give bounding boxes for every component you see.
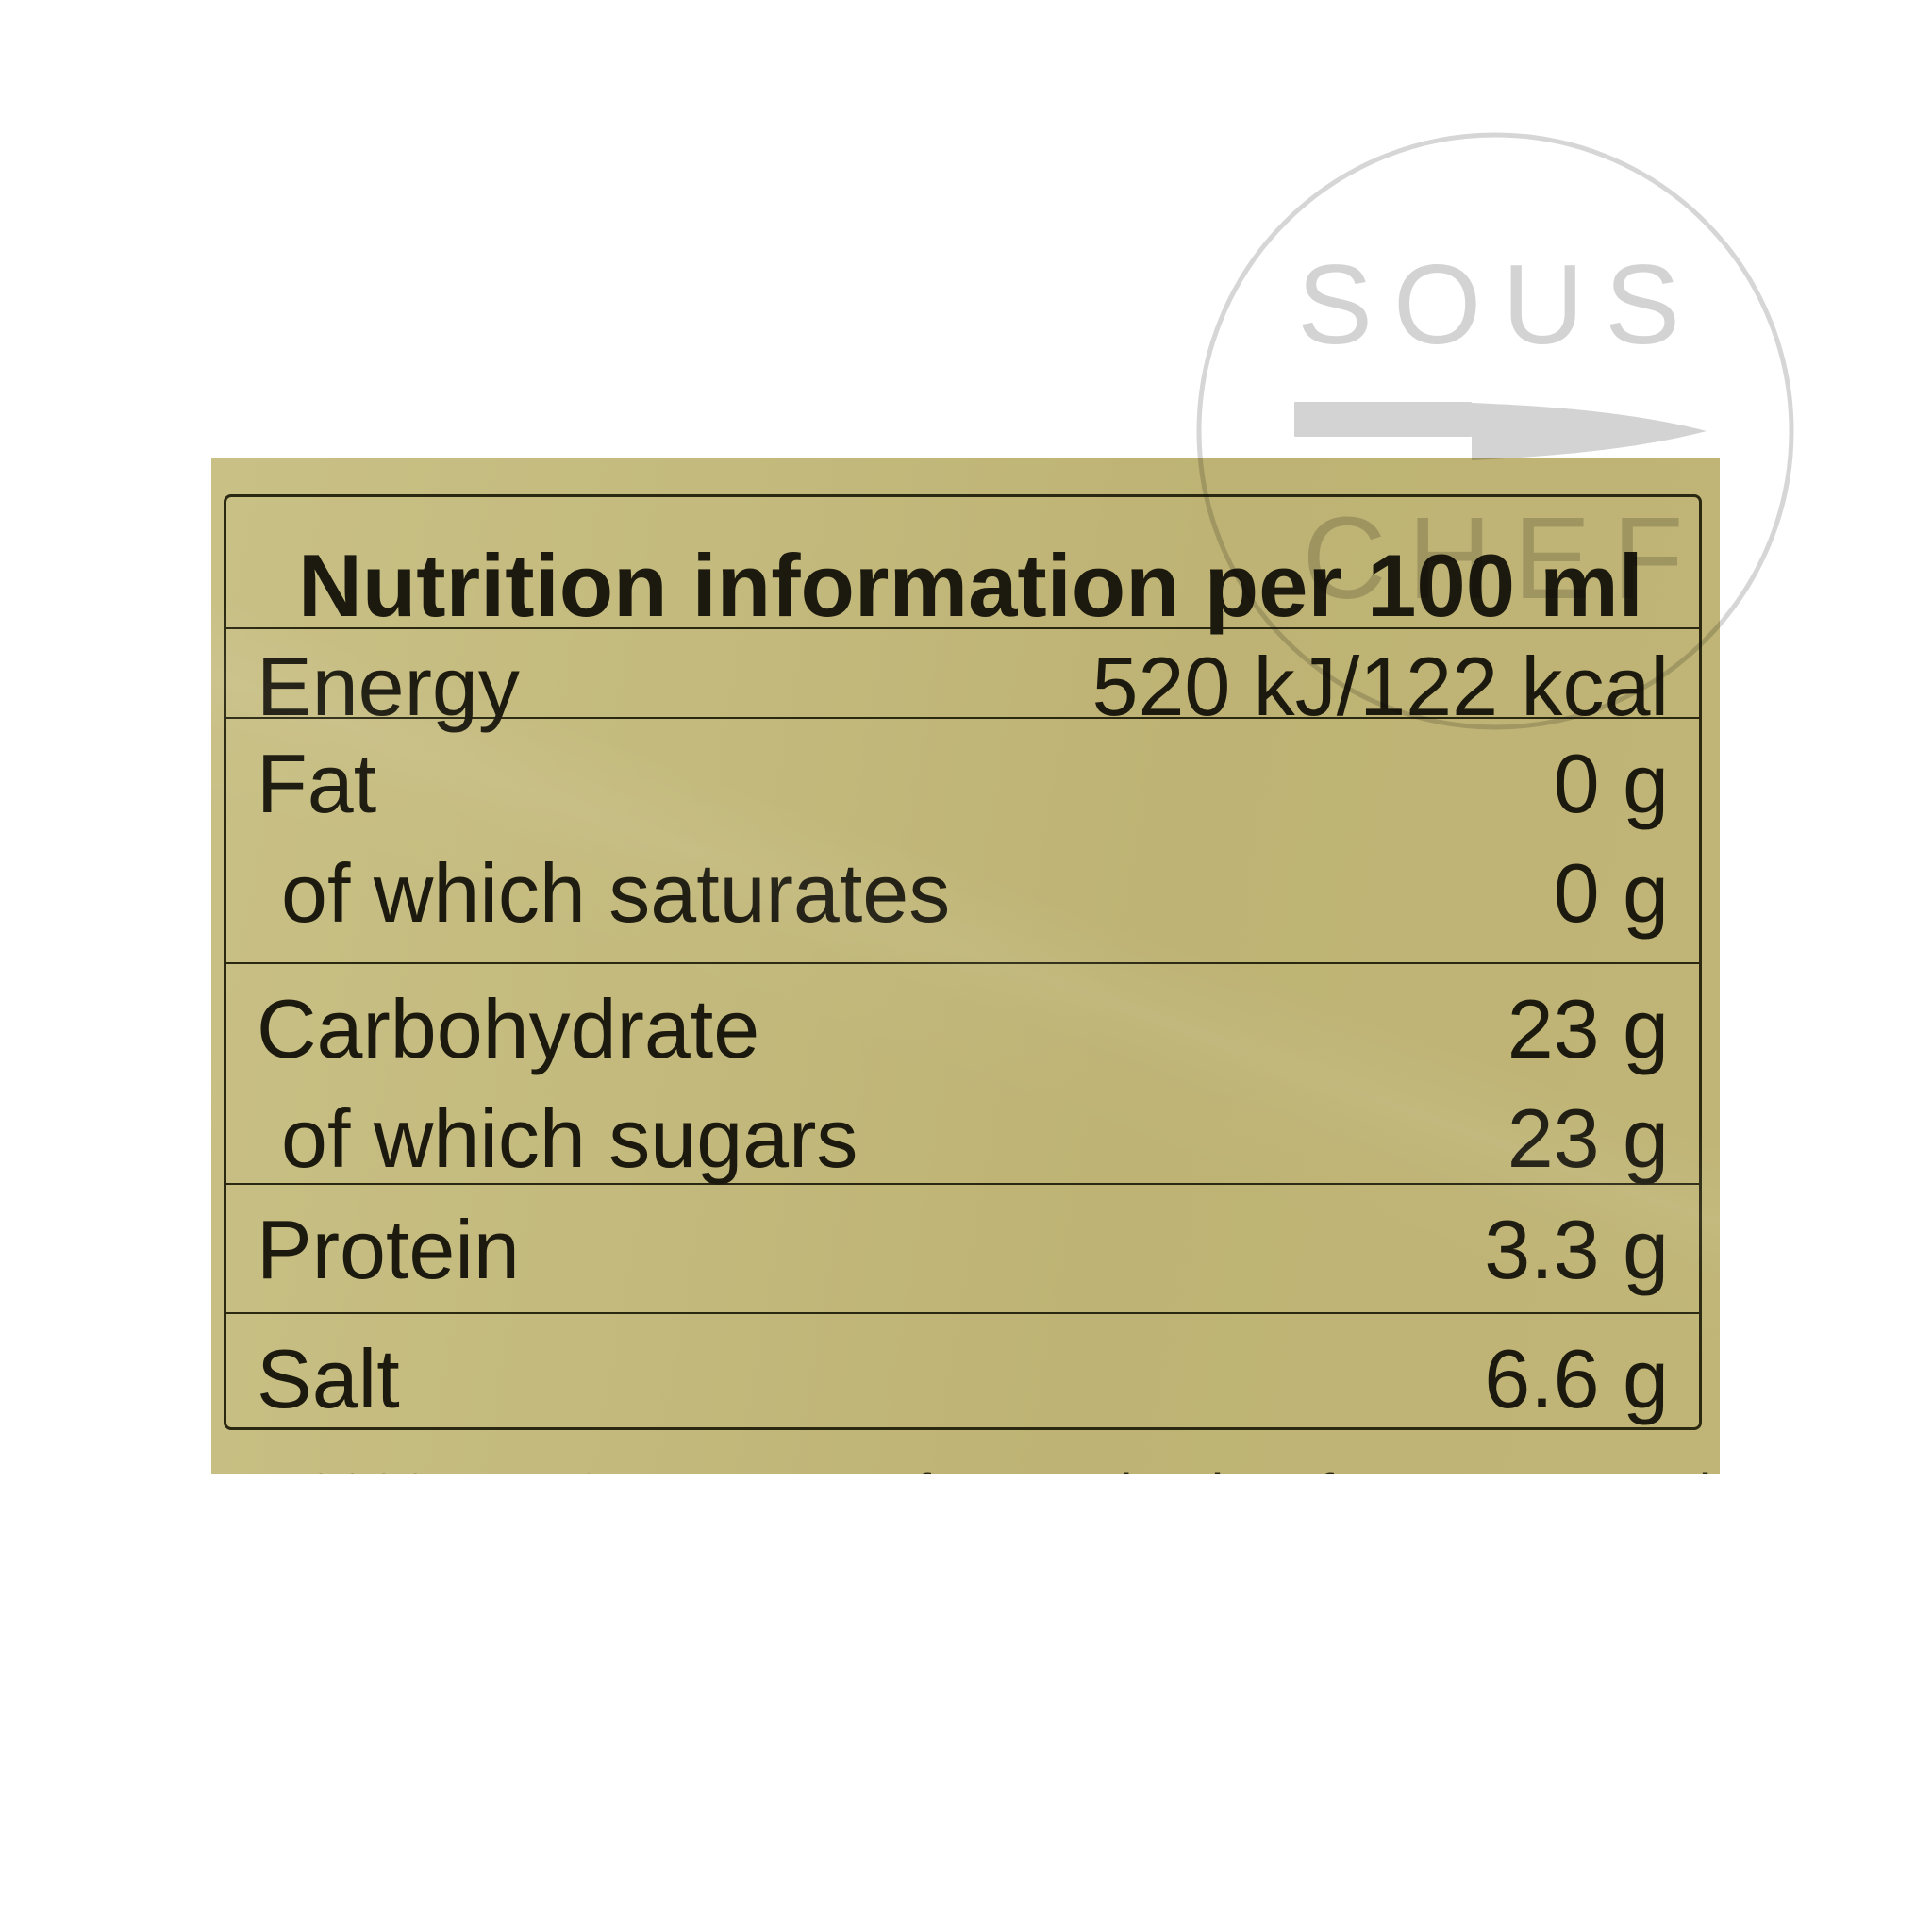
svg-text:SOUS: SOUS xyxy=(1297,242,1701,368)
svg-text:CHEF: CHEF xyxy=(1303,494,1706,624)
